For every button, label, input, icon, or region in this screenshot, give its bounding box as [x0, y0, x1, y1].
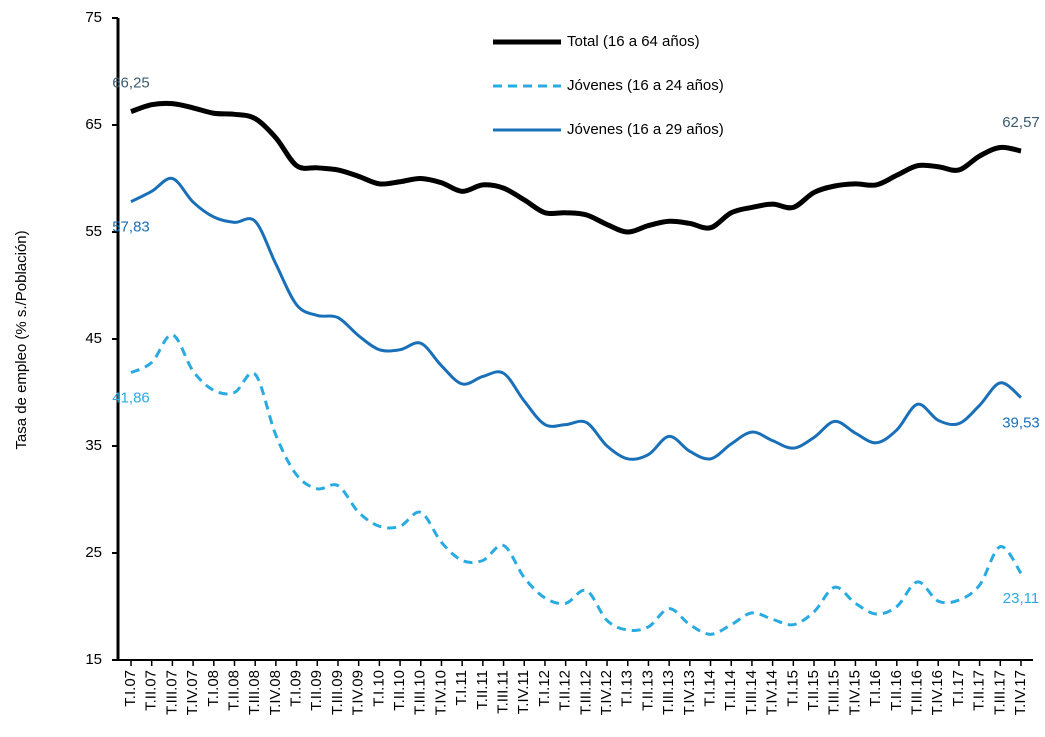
x-tick-label: T.I.08: [205, 670, 222, 707]
x-tick-label: T.IV.16: [929, 670, 946, 715]
x-tick-label: T.II.07: [143, 670, 160, 711]
x-tick-label: T.III.09: [329, 670, 346, 715]
x-tick-label: T.III.15: [826, 670, 843, 715]
legend-label: Jóvenes (16 a 24 años): [567, 77, 724, 94]
x-tick-label: T.IV.09: [350, 670, 367, 715]
x-tick-label: T.IV.17: [1012, 670, 1029, 715]
y-tick-label: 15: [85, 651, 102, 668]
x-tick-label: T.I.07: [122, 670, 139, 707]
y-tick-label: 25: [85, 544, 102, 561]
x-tick-label: T.II.11: [474, 670, 491, 710]
y-tick-label: 75: [85, 9, 102, 26]
x-tick-label: T.I.13: [619, 670, 636, 707]
x-tick-label: T.I.17: [950, 670, 967, 707]
x-tick-label: T.IV.08: [267, 670, 284, 715]
series-line: [130, 176, 1022, 461]
x-tick-label: T.III.14: [743, 670, 760, 715]
data-label: 66,25: [112, 75, 150, 92]
y-tick-label: 55: [85, 223, 102, 240]
x-tick-label: T.IV.12: [598, 670, 615, 715]
x-tick-label: T.IV.07: [184, 670, 201, 715]
x-tick-label: T.II.12: [557, 670, 574, 711]
x-tick-label: T.IV.13: [681, 670, 698, 715]
x-tick-label: T.II.13: [639, 670, 656, 711]
y-tick-label: 65: [85, 116, 102, 133]
x-tick-label: T.IV.15: [846, 670, 863, 715]
x-tick-label: T.III.13: [660, 670, 677, 715]
data-label: 57,83: [112, 219, 150, 236]
data-label: 41,86: [112, 390, 150, 407]
x-tick-label: T.IV.10: [432, 670, 449, 715]
x-tick-label: T.II.15: [805, 670, 822, 711]
x-tick-label: T.III.08: [246, 670, 263, 715]
x-tick-label: T.I.09: [288, 670, 305, 707]
x-tick-label: T.III.16: [908, 670, 925, 715]
x-tick-label: T.I.12: [536, 670, 553, 707]
x-tick-label: T.III.17: [991, 670, 1008, 715]
x-tick-label: T.II.14: [722, 670, 739, 711]
x-tick-label: T.I.10: [370, 670, 387, 707]
x-tick-label: T.III.07: [163, 670, 180, 715]
x-tick-label: T.III.11: [495, 670, 512, 714]
series-line: [130, 333, 1023, 636]
y-axis-label: Tasa de empleo (% s./Población): [13, 230, 30, 449]
y-tick-label: 35: [85, 437, 102, 454]
series-line: [130, 100, 1022, 235]
x-tick-label: T.II.08: [225, 670, 242, 711]
x-tick-label: T.II.17: [971, 670, 988, 711]
data-label: 62,57: [1002, 114, 1040, 131]
legend-label: Jóvenes (16 a 29 años): [567, 121, 724, 138]
y-tick-label: 45: [85, 330, 102, 347]
legend-label: Total (16 a 64 años): [567, 33, 700, 50]
x-tick-label: T.II.09: [308, 670, 325, 711]
x-tick-label: T.IV.14: [764, 670, 781, 715]
x-tick-label: T.II.10: [391, 670, 408, 711]
x-tick-label: T.III.12: [577, 670, 594, 715]
data-label: 39,53: [1002, 414, 1040, 431]
data-label: 23,11: [1003, 590, 1039, 607]
x-tick-label: T.I.16: [867, 670, 884, 707]
x-tick-label: T.II.16: [888, 670, 905, 711]
x-tick-label: T.I.14: [702, 670, 719, 707]
x-tick-label: T.III.10: [412, 670, 429, 715]
x-tick-label: T.I.15: [784, 670, 801, 707]
x-tick-label: T.I.11: [453, 670, 470, 706]
x-tick-label: T.IV.11: [515, 670, 532, 714]
